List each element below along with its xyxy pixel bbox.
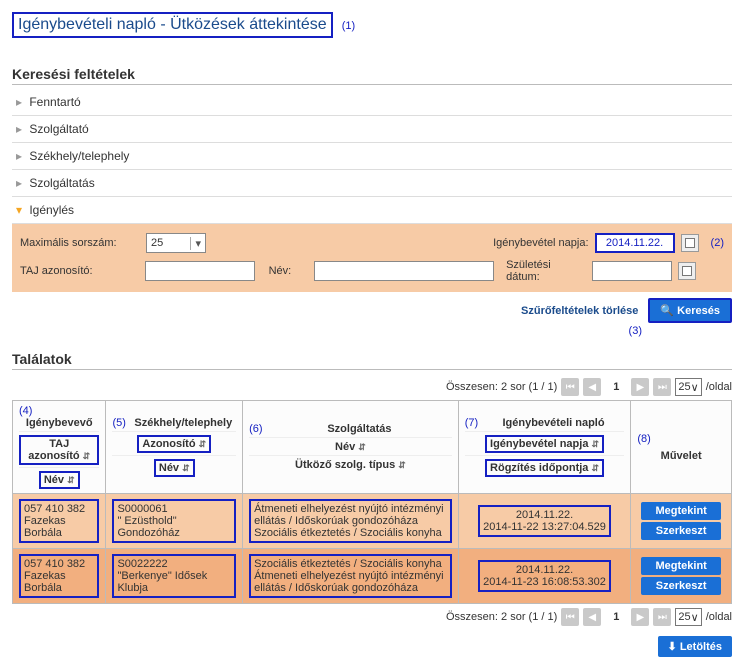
taj-label: TAJ azonosító: xyxy=(20,265,139,277)
sort-icon: ⇵ xyxy=(358,442,366,452)
max-sorszam-select[interactable]: 25 ▾ xyxy=(146,233,206,253)
sort-icon: ⇵ xyxy=(398,460,406,470)
results-title: Találatok xyxy=(12,351,732,370)
view-button[interactable]: Megtekint xyxy=(641,502,721,520)
chevron-right-icon: ▸ xyxy=(16,122,26,136)
collapser-szolgaltato[interactable]: ▸ Szolgáltató xyxy=(12,116,732,143)
sort-icon: ⇵ xyxy=(83,451,91,461)
nev-label: Név: xyxy=(269,265,309,277)
taj-input[interactable] xyxy=(145,261,255,281)
cell-szolgaltatas: Szociális étkeztetés / Szociális konyhaÁ… xyxy=(249,554,452,598)
pager-page: 1 xyxy=(605,381,627,393)
igenybevetel-napja-label: Igénybevétel napja: xyxy=(493,237,588,249)
sort-icon: ⇵ xyxy=(592,439,600,449)
sort-icon: ⇵ xyxy=(199,439,207,449)
cell-naplo: 2014.11.22.2014-11-23 16:08:53.302 xyxy=(478,560,611,592)
download-icon: ⬇ xyxy=(668,641,677,653)
nev-input[interactable] xyxy=(314,261,494,281)
dropdown-icon: ▾ xyxy=(190,237,201,250)
dropdown-icon: ∨ xyxy=(691,381,699,394)
pager-top: Összesen: 2 sor (1 / 1) ⏮ ◀ 1 ▶ ⏭ 25 ∨ /… xyxy=(12,374,732,400)
sort-icon: ⇵ xyxy=(67,475,75,485)
collapser-szolgaltatas[interactable]: ▸ Szolgáltatás xyxy=(12,170,732,197)
col-szekhely[interactable]: (5) Székhely/telephely Azonosító ⇵ Név ⇵ xyxy=(106,401,243,494)
calendar-icon[interactable] xyxy=(681,234,699,252)
per-page-select[interactable]: 25 ∨ xyxy=(675,378,701,396)
pager-bottom: Összesen: 2 sor (1 / 1) ⏮ ◀ 1 ▶ ⏭ 25 ∨ /… xyxy=(12,604,732,630)
collapser-label: Igénylés xyxy=(29,203,74,217)
collapser-label: Fenntartó xyxy=(29,95,80,109)
chevron-right-icon: ▸ xyxy=(16,176,26,190)
max-sorszam-value: 25 xyxy=(151,237,163,249)
pager-next[interactable]: ▶ xyxy=(631,608,649,626)
search-button[interactable]: 🔍 Keresés xyxy=(648,298,732,323)
per-page-suffix: /oldal xyxy=(706,381,732,393)
pager-last[interactable]: ⏭ xyxy=(653,608,671,626)
download-label: Letöltés xyxy=(680,641,722,653)
collapser-label: Székhely/telephely xyxy=(29,149,129,163)
cell-naplo: 2014.11.22.2014-11-22 13:27:04.529 xyxy=(478,505,611,537)
chevron-right-icon: ▸ xyxy=(16,149,26,163)
pager-next[interactable]: ▶ xyxy=(631,378,649,396)
table-row: 057 410 382Fazekas Borbála S0000061" Ezüs… xyxy=(13,494,732,549)
pager-summary: Összesen: 2 sor (1 / 1) xyxy=(446,381,557,393)
annotation-1: (1) xyxy=(342,20,355,32)
pager-first[interactable]: ⏮ xyxy=(561,378,579,396)
pager-first[interactable]: ⏮ xyxy=(561,608,579,626)
table-row: 057 410 382Fazekas Borbála S0022222"Berke… xyxy=(13,549,732,604)
szul-datum-label: Születési dátum: xyxy=(506,259,586,283)
chevron-down-icon: ▾ xyxy=(16,203,26,217)
pager-summary: Összesen: 2 sor (1 / 1) xyxy=(446,611,557,623)
col-naplo[interactable]: (7) Igénybevételi napló Igénybevétel nap… xyxy=(458,401,631,494)
calendar-icon[interactable] xyxy=(678,262,696,280)
col-szolgaltatas[interactable]: (6) Szolgáltatás Név ⇵ Ütköző szolg. típ… xyxy=(243,401,459,494)
col-igenybevevo[interactable]: (4) Igénybevevő TAJ azonosító ⇵ Név ⇵ xyxy=(13,401,106,494)
edit-button[interactable]: Szerkeszt xyxy=(641,522,721,540)
annotation-2: (2) xyxy=(711,237,724,249)
col-muvelet: (8) Művelet xyxy=(631,401,732,494)
dropdown-icon: ∨ xyxy=(691,611,699,624)
page-title: Igénybevételi napló - Ütközések áttekint… xyxy=(12,12,333,38)
per-page-select[interactable]: 25 ∨ xyxy=(675,608,701,626)
download-button[interactable]: ⬇ Letöltés xyxy=(658,636,732,657)
igenybevetel-napja-input[interactable]: 2014.11.22. xyxy=(595,233,675,253)
view-button[interactable]: Megtekint xyxy=(641,557,721,575)
szul-datum-input[interactable] xyxy=(592,261,672,281)
cell-taj-nev: 057 410 382Fazekas Borbála xyxy=(19,499,99,543)
cell-taj-nev: 057 410 382Fazekas Borbála xyxy=(19,554,99,598)
pager-prev[interactable]: ◀ xyxy=(583,378,601,396)
collapser-label: Szolgáltatás xyxy=(29,176,94,190)
search-button-label: Keresés xyxy=(677,305,720,317)
pager-page: 1 xyxy=(605,611,627,623)
cell-telephely: S0000061" Ezüsthold" Gondozóház xyxy=(112,499,236,543)
collapser-igenyles[interactable]: ▾ Igénylés xyxy=(12,197,732,224)
results-table: (4) Igénybevevő TAJ azonosító ⇵ Név ⇵ (5… xyxy=(12,400,732,604)
collapser-fenntarto[interactable]: ▸ Fenntartó xyxy=(12,89,732,116)
sort-icon: ⇵ xyxy=(182,463,190,473)
igenyles-panel: Maximális sorszám: 25 ▾ Igénybevétel nap… xyxy=(12,224,732,292)
clear-filters-link[interactable]: Szűrőfeltételek törlése xyxy=(521,305,638,317)
cell-szolgaltatas: Átmeneti elhelyezést nyújtó intézményi e… xyxy=(249,499,452,543)
annotation-3: (3) xyxy=(629,325,642,337)
per-page-suffix: /oldal xyxy=(706,611,732,623)
chevron-right-icon: ▸ xyxy=(16,95,26,109)
pager-last[interactable]: ⏭ xyxy=(653,378,671,396)
max-sorszam-label: Maximális sorszám: xyxy=(20,237,140,249)
search-icon: 🔍 xyxy=(660,305,674,317)
edit-button[interactable]: Szerkeszt xyxy=(641,577,721,595)
collapser-label: Szolgáltató xyxy=(29,122,88,136)
cell-telephely: S0022222"Berkenye" Idősek Klubja xyxy=(112,554,236,598)
sort-icon: ⇵ xyxy=(591,463,599,473)
search-section-title: Keresési feltételek xyxy=(12,66,732,85)
collapser-szekhely[interactable]: ▸ Székhely/telephely xyxy=(12,143,732,170)
pager-prev[interactable]: ◀ xyxy=(583,608,601,626)
